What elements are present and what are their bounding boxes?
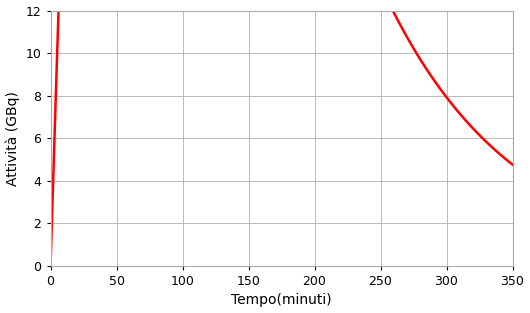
- Y-axis label: Attività (GBq): Attività (GBq): [5, 91, 20, 186]
- X-axis label: Tempo(minuti): Tempo(minuti): [231, 294, 332, 307]
